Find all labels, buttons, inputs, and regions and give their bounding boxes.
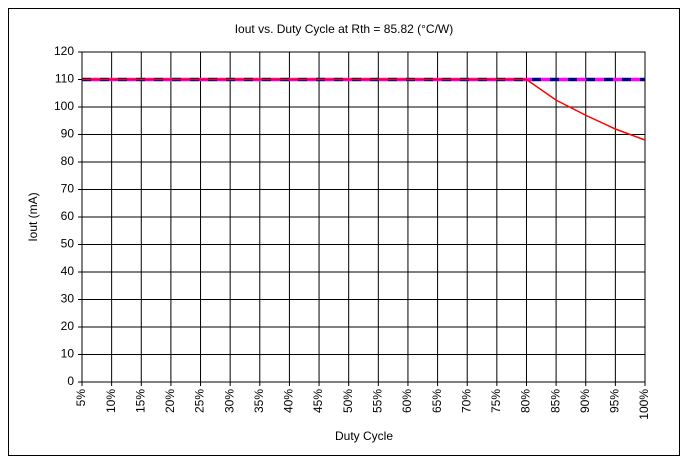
- x-tick-label: 25%: [193, 389, 207, 413]
- x-tick-label: 30%: [222, 389, 236, 413]
- x-tick-label: 100%: [637, 389, 651, 420]
- x-tick-label: 65%: [430, 389, 444, 413]
- x-tick-label: 60%: [400, 389, 414, 413]
- x-tick-label: 70%: [459, 389, 473, 413]
- x-tick-label: 75%: [489, 389, 503, 413]
- chart-title: Iout vs. Duty Cycle at Rth = 85.82 (°C/W…: [235, 22, 454, 36]
- y-tick-label: 100: [54, 99, 74, 113]
- x-tick-label: 85%: [548, 389, 562, 413]
- x-tick-label: 50%: [341, 389, 355, 413]
- x-axis-label: Duty Cycle: [335, 429, 393, 443]
- y-tick-label: 20: [61, 319, 75, 333]
- y-tick-label: 0: [67, 374, 74, 388]
- x-tick-label: 80%: [519, 389, 533, 413]
- x-tick-label: 45%: [311, 389, 325, 413]
- x-tick-label: 55%: [370, 389, 384, 413]
- x-tick-label: 95%: [608, 389, 622, 413]
- y-tick-label: 90: [61, 127, 75, 141]
- y-tick-label: 80: [61, 154, 75, 168]
- x-tick-label: 35%: [252, 389, 266, 413]
- y-tick-label: 60: [61, 209, 75, 223]
- y-tick-label: 30: [61, 292, 75, 306]
- x-tick-label: 90%: [578, 389, 592, 413]
- x-tick-label: 20%: [163, 389, 177, 413]
- y-tick-label: 50: [61, 237, 75, 251]
- y-tick-label: 70: [61, 182, 75, 196]
- x-tick-label: 15%: [133, 389, 147, 413]
- y-tick-label: 10: [61, 347, 75, 361]
- x-tick-label: 10%: [104, 389, 118, 413]
- series-line: [82, 78, 646, 141]
- y-tick-label: 40: [61, 264, 75, 278]
- y-tick-label: 110: [55, 72, 74, 86]
- x-tick-label: 5%: [74, 389, 88, 407]
- y-tick-label: 120: [54, 44, 74, 58]
- x-tick-label: 40%: [282, 389, 296, 413]
- y-axis-label: Iout (mA): [26, 192, 40, 241]
